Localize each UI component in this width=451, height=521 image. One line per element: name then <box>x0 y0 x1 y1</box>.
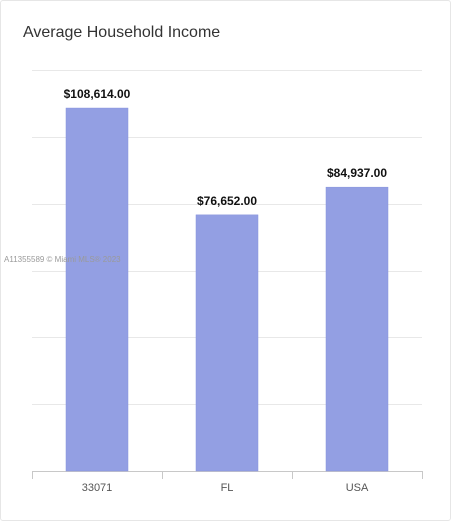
bar-33071 <box>65 107 129 472</box>
x-tick-label: 33071 <box>82 482 113 494</box>
data-label: $84,937.00 <box>327 166 387 180</box>
chart-title: Average Household Income <box>23 24 221 41</box>
watermark: A11355589 © Miami MLS® 2023 <box>4 255 121 264</box>
data-label: $108,614.00 <box>64 87 131 101</box>
x-tick-label: USA <box>346 482 369 494</box>
bar-usa <box>325 186 389 472</box>
bar-fl <box>195 214 259 472</box>
x-tick-label: FL <box>221 482 234 494</box>
data-label: $76,652.00 <box>197 194 257 208</box>
